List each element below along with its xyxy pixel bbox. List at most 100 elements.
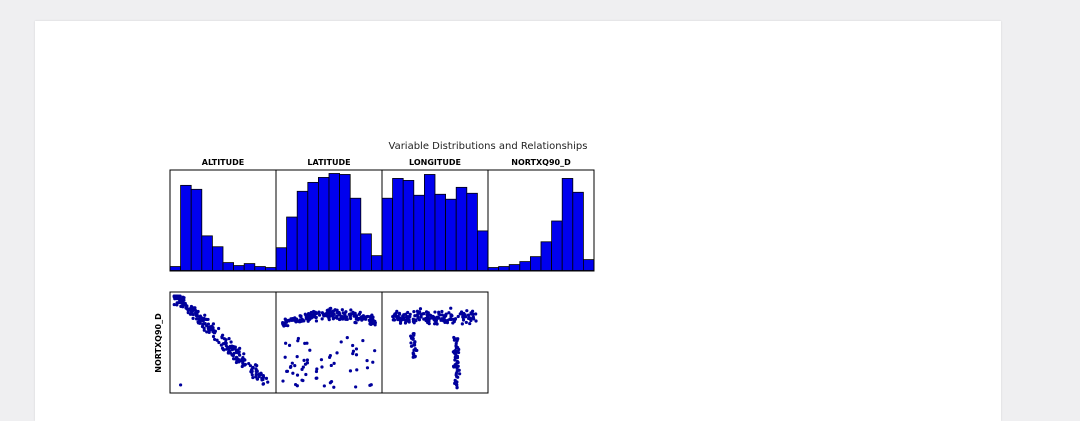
histogram-bar-latitude	[339, 174, 351, 271]
histogram-bar-latitude	[286, 216, 298, 271]
column-label-latitude: LATITUDE	[307, 158, 350, 167]
scatter-point	[395, 309, 399, 313]
histogram-bar-latitude	[360, 233, 372, 271]
column-label-longitude: LONGITUDE	[409, 158, 461, 167]
scatter-point	[258, 373, 263, 377]
scatter-point	[454, 371, 458, 376]
histogram-bar-altitude	[264, 267, 277, 271]
scatter-point	[284, 341, 288, 345]
scatter-point	[287, 343, 292, 347]
scatter-point	[454, 338, 458, 342]
scatter-point	[211, 322, 216, 326]
scatter-point	[315, 367, 319, 371]
scatter-point	[285, 369, 289, 373]
chart-title: Variable Distributions and Relationships	[389, 141, 588, 152]
scatter-point	[422, 312, 426, 316]
scatter-point	[230, 353, 234, 357]
scatter-point	[340, 308, 344, 312]
scatter-point	[366, 314, 370, 319]
scatter-point	[332, 316, 336, 320]
histogram-bar-longitude	[445, 198, 457, 271]
scatter-point	[211, 330, 215, 334]
scatter-point	[328, 311, 332, 315]
scatter-point	[293, 316, 297, 320]
scatter-point	[310, 314, 314, 318]
scatter-point	[416, 311, 420, 316]
scatter-point	[418, 307, 423, 311]
scatter-point	[343, 315, 348, 319]
scatter-point	[302, 358, 306, 362]
scatter-point	[261, 382, 266, 386]
scatter-point	[220, 335, 224, 339]
scatter-point	[465, 309, 469, 313]
scatter-point	[414, 318, 418, 322]
scatter-point	[309, 310, 313, 315]
scatter-point	[238, 353, 242, 357]
scatter-point	[329, 306, 333, 311]
scatter-point	[454, 341, 458, 346]
scatter-point	[329, 363, 333, 368]
histogram-bar-altitude	[254, 266, 266, 271]
scatter-point	[335, 314, 339, 318]
scatter-point	[174, 294, 178, 298]
scatter-point	[367, 318, 371, 322]
scatter-point	[440, 313, 444, 317]
scatter-point	[240, 364, 244, 369]
scatter-point	[412, 309, 416, 314]
scatter-point	[332, 385, 336, 389]
scatter-point	[254, 369, 259, 373]
scatter-point	[172, 302, 176, 307]
scatter-point	[289, 364, 293, 369]
scatter-point	[222, 341, 226, 346]
scatter-point	[338, 317, 343, 321]
scatter-point	[419, 315, 423, 319]
scatter-point	[266, 380, 270, 384]
scatter-point	[452, 335, 456, 340]
scatter-point	[348, 315, 352, 319]
scatter-point	[424, 310, 429, 314]
scatter-point	[461, 316, 465, 320]
scatter-point	[324, 312, 329, 317]
scatter-point	[365, 358, 369, 363]
scatter-point	[317, 310, 321, 314]
scatter-point	[391, 315, 396, 319]
scatter-point	[458, 372, 462, 376]
scatter-point	[286, 324, 290, 328]
scatter-point	[438, 313, 442, 317]
scatter-point	[261, 374, 265, 378]
scatter-point	[301, 378, 305, 383]
scatter-point	[300, 367, 304, 372]
scatter-point	[396, 314, 400, 319]
histogram-bar-nortxq90-d	[561, 178, 574, 271]
scatter-point	[402, 316, 406, 320]
scatter-point	[432, 318, 436, 322]
scatter-point	[250, 373, 254, 377]
scatter-point	[354, 317, 358, 321]
scatter-point	[474, 312, 478, 316]
scatter-point	[403, 321, 408, 325]
histogram-bar-longitude	[381, 197, 394, 271]
histogram-bar-latitude	[349, 197, 362, 271]
scatter-point	[295, 384, 299, 388]
document-page: Variable Distributions and Relationships…	[35, 21, 1001, 421]
scatter-point	[305, 358, 310, 362]
scatter-point	[313, 311, 317, 316]
scatter-point	[314, 376, 318, 380]
scatter-point	[443, 320, 447, 324]
histogram-bar-longitude	[413, 194, 425, 271]
scatter-point	[281, 320, 285, 325]
scatter-point	[211, 326, 215, 330]
scatter-point	[213, 329, 217, 333]
scatter-point	[348, 369, 353, 373]
scatter-point	[205, 324, 209, 328]
scatter-point	[290, 361, 294, 365]
scatter-point	[398, 318, 402, 322]
scatter-point	[177, 294, 181, 298]
scatter-point	[353, 320, 357, 325]
histogram-bar-nortxq90-d	[487, 267, 500, 271]
scatter-point	[179, 304, 183, 309]
scatter-point	[304, 372, 308, 377]
scatter-point	[354, 347, 359, 351]
histogram-bar-altitude	[169, 266, 182, 271]
column-label-nortxq90: NORTXQ90_D	[511, 158, 571, 167]
